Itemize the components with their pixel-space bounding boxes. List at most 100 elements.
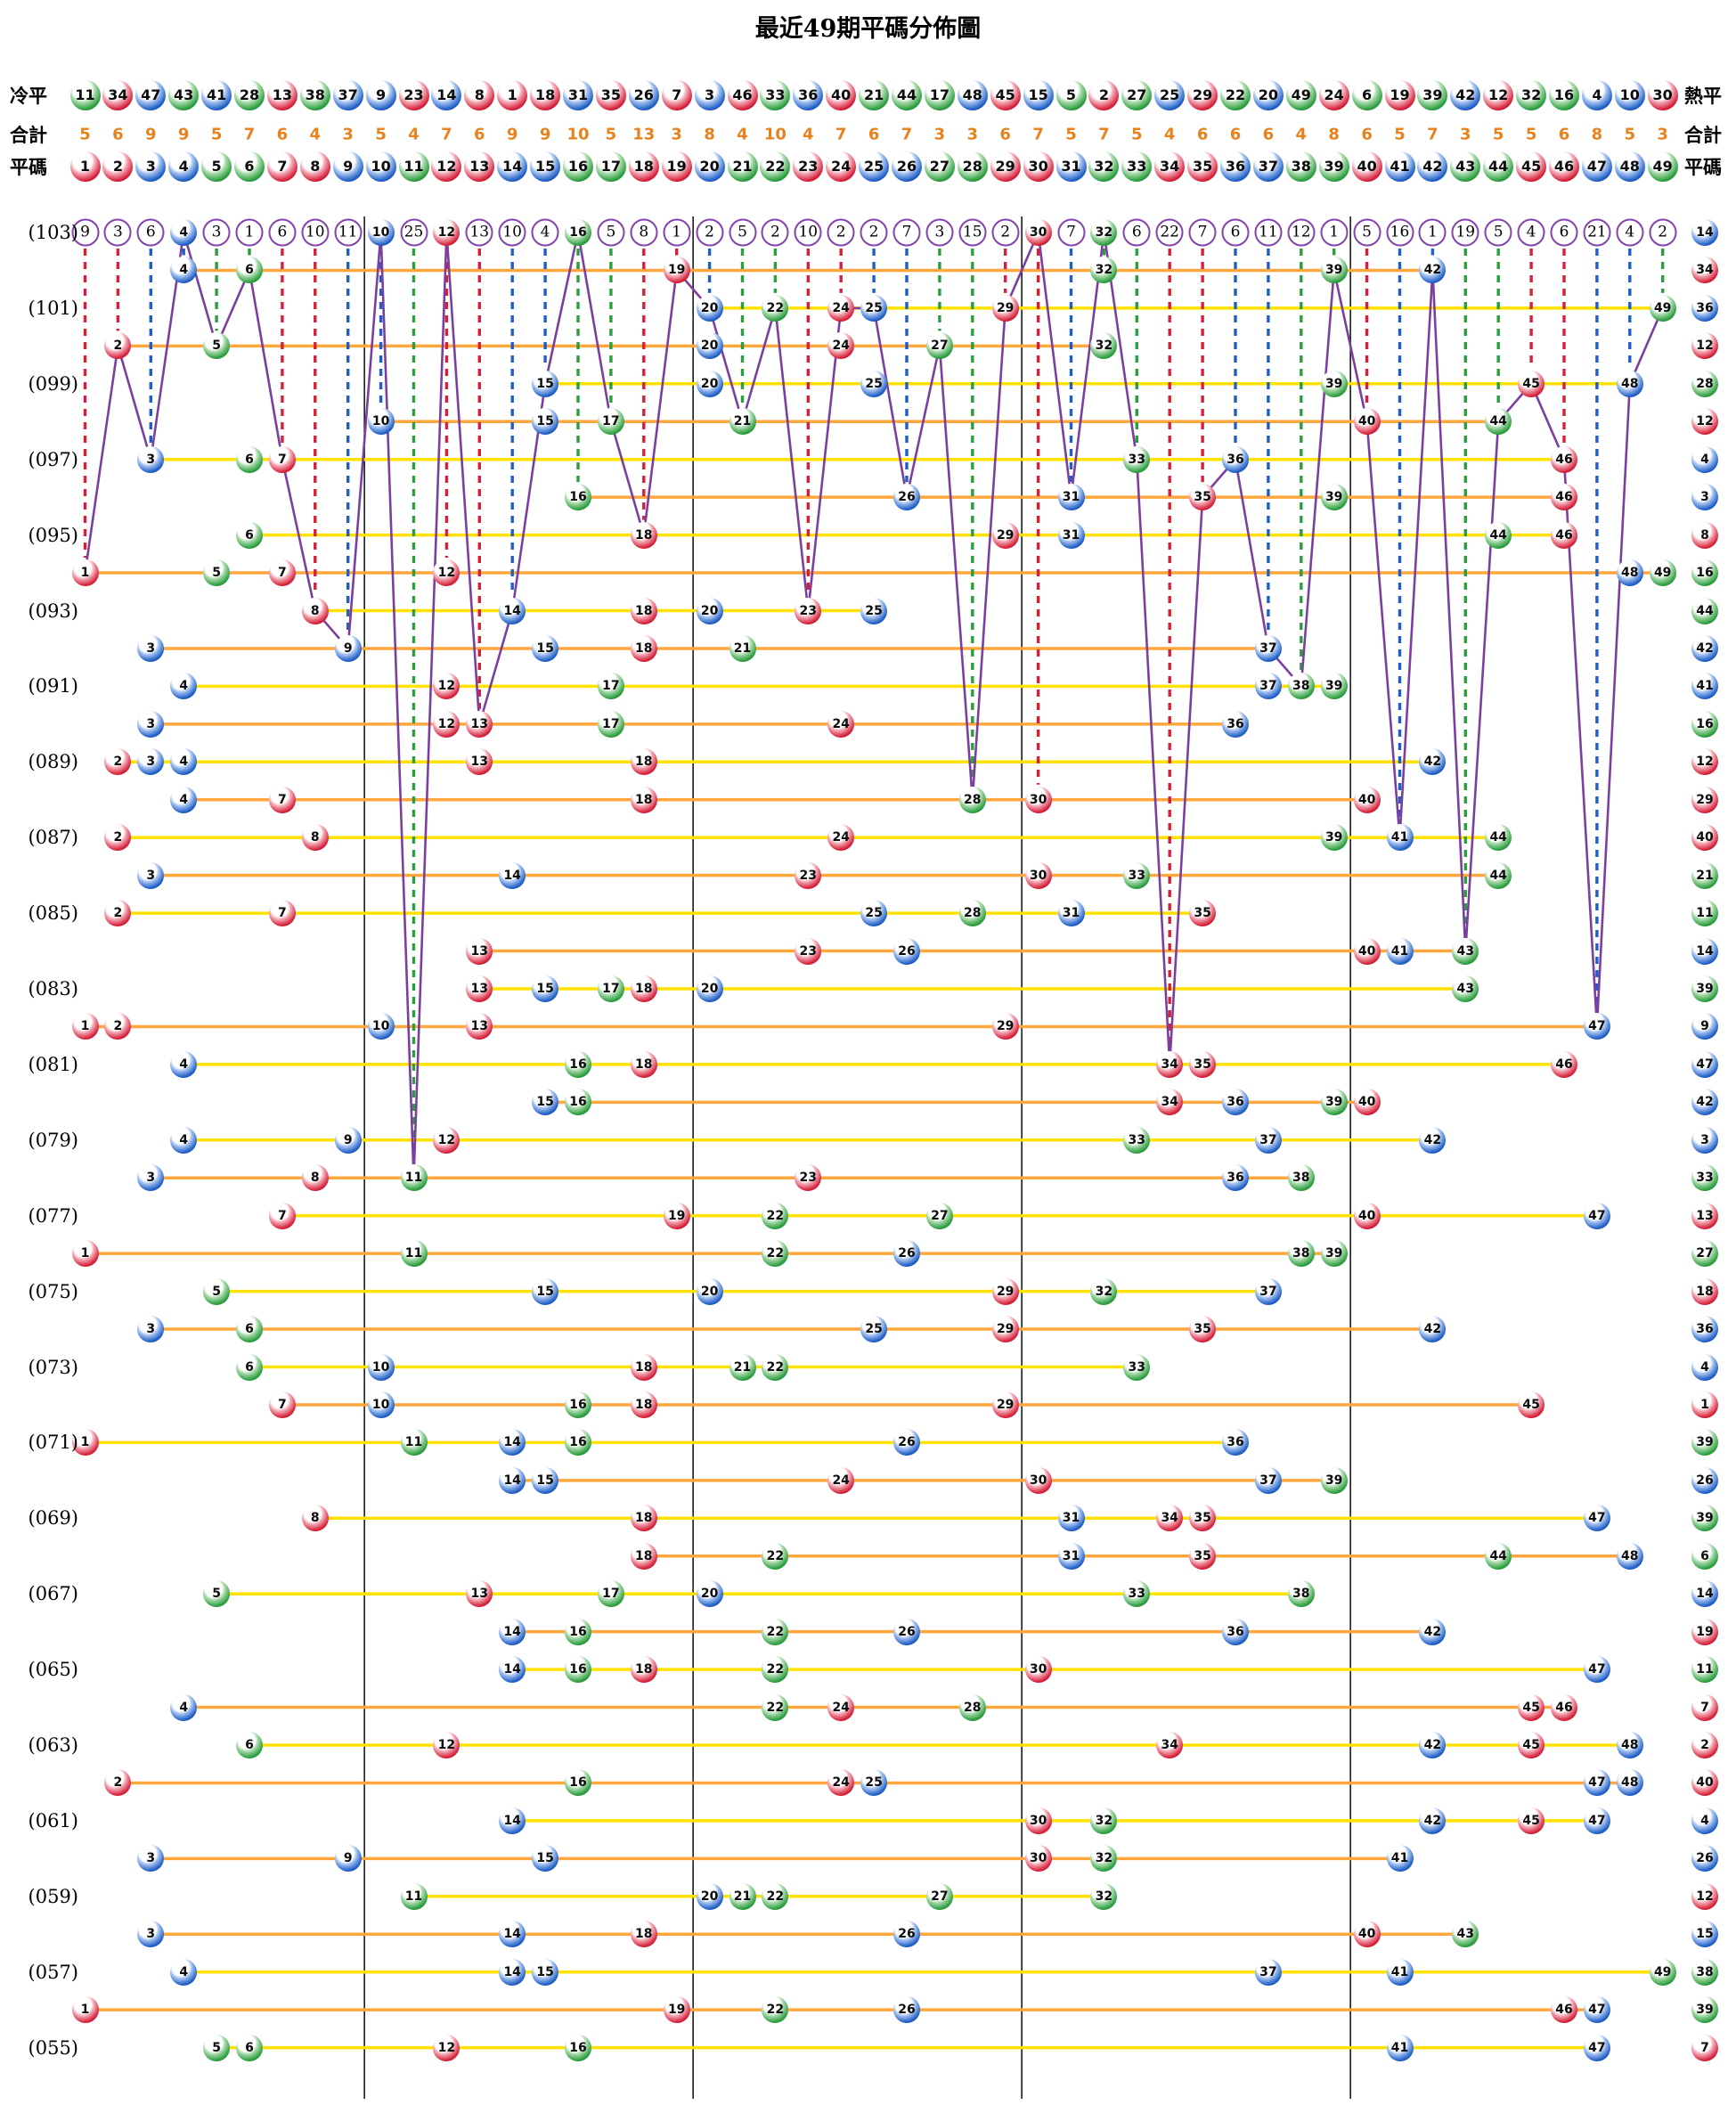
lottery-ball-8: 8 bbox=[1691, 521, 1718, 549]
lottery-ball-18: 18 bbox=[630, 1505, 657, 1532]
lottery-ball-20: 20 bbox=[696, 1882, 723, 1910]
lottery-ball-14: 14 bbox=[499, 1429, 526, 1456]
lottery-ball-22: 22 bbox=[1220, 80, 1251, 110]
column-total: 4 bbox=[309, 125, 322, 144]
lottery-ball-42: 42 bbox=[1419, 1316, 1447, 1343]
lottery-ball-26: 26 bbox=[893, 484, 920, 511]
lottery-ball-5: 5 bbox=[203, 332, 231, 360]
lottery-ball-17: 17 bbox=[597, 673, 624, 700]
lottery-ball-3: 3 bbox=[135, 151, 167, 182]
lottery-ball-37: 37 bbox=[332, 80, 363, 110]
column-total: 7 bbox=[441, 125, 452, 144]
lottery-ball-6: 6 bbox=[1691, 1542, 1718, 1570]
period-label: (083) bbox=[28, 978, 78, 999]
lottery-ball-20: 20 bbox=[696, 975, 723, 1002]
period-label: (091) bbox=[28, 675, 78, 698]
column-total: 8 bbox=[1591, 125, 1603, 144]
lottery-ball-12: 12 bbox=[433, 2034, 460, 2061]
lottery-ball-46: 46 bbox=[1551, 1050, 1577, 1078]
lottery-ball-7: 7 bbox=[268, 1202, 296, 1229]
lottery-ball-34: 34 bbox=[1154, 151, 1186, 182]
lottery-ball-2: 2 bbox=[1691, 1732, 1718, 1758]
period-label: (103) bbox=[28, 222, 78, 243]
lottery-ball-24: 24 bbox=[827, 824, 855, 852]
lottery-ball-30: 30 bbox=[1024, 1656, 1052, 1684]
lottery-ball-42: 42 bbox=[1419, 1126, 1447, 1154]
column-total: 6 bbox=[868, 125, 880, 144]
column-total: 3 bbox=[1657, 125, 1668, 144]
lottery-ball-45: 45 bbox=[990, 80, 1021, 110]
omission-count: 9 bbox=[71, 218, 99, 247]
period-label: (065) bbox=[28, 1659, 78, 1681]
lottery-ball-16: 16 bbox=[565, 1656, 591, 1684]
omission-count: 2 bbox=[860, 218, 888, 247]
lottery-ball-18: 18 bbox=[630, 1542, 657, 1570]
lottery-ball-37: 37 bbox=[1252, 151, 1284, 182]
omission-count: 1 bbox=[235, 218, 264, 247]
omission-count: 3 bbox=[202, 218, 231, 247]
lottery-ball-21: 21 bbox=[727, 151, 758, 182]
lottery-ball-7: 7 bbox=[1691, 1693, 1718, 1721]
hot-row-label: 熱平 bbox=[1684, 86, 1722, 107]
lottery-ball-10: 10 bbox=[1614, 80, 1645, 110]
column-total: 5 bbox=[79, 125, 91, 144]
lottery-ball-3: 3 bbox=[137, 1921, 165, 1948]
lottery-ball-48: 48 bbox=[957, 80, 988, 110]
lottery-ball-16: 16 bbox=[1549, 80, 1579, 110]
lottery-ball-39: 39 bbox=[1691, 1429, 1718, 1456]
lottery-ball-47: 47 bbox=[1691, 1050, 1718, 1078]
lottery-ball-17: 17 bbox=[597, 975, 624, 1002]
lottery-ball-42: 42 bbox=[1691, 1089, 1718, 1116]
omission-count: 5 bbox=[597, 218, 625, 247]
omission-count: 16 bbox=[1386, 218, 1414, 247]
omission-count: 7 bbox=[1188, 218, 1217, 247]
lottery-ball-17: 17 bbox=[597, 1580, 624, 1608]
period-label: (075) bbox=[28, 1280, 78, 1302]
lottery-ball-47: 47 bbox=[1583, 1013, 1610, 1040]
lottery-ball-8: 8 bbox=[299, 151, 330, 182]
lottery-ball-9: 9 bbox=[332, 151, 363, 182]
column-total: 5 bbox=[375, 125, 387, 144]
lottery-ball-18: 18 bbox=[630, 597, 657, 624]
column-total: 6 bbox=[1361, 125, 1373, 144]
omission-count: 1 bbox=[1320, 218, 1349, 247]
column-total: 9 bbox=[145, 125, 157, 144]
lottery-ball-1: 1 bbox=[1691, 1391, 1718, 1418]
lottery-ball-24: 24 bbox=[826, 151, 857, 182]
column-total: 7 bbox=[243, 125, 256, 144]
column-total: 8 bbox=[704, 125, 715, 144]
lottery-ball-4: 4 bbox=[170, 673, 198, 700]
omission-count: 25 bbox=[400, 218, 428, 247]
lottery-ball-1: 1 bbox=[71, 559, 99, 587]
lottery-ball-18: 18 bbox=[630, 1391, 657, 1418]
lottery-ball-37: 37 bbox=[1254, 673, 1282, 700]
total-row-label-right: 合計 bbox=[1684, 125, 1722, 146]
lottery-ball-15: 15 bbox=[532, 634, 559, 662]
lottery-ball-11: 11 bbox=[400, 1429, 428, 1456]
lottery-ball-7: 7 bbox=[661, 80, 692, 110]
lottery-ball-36: 36 bbox=[793, 80, 824, 110]
lottery-ball-16: 16 bbox=[565, 1429, 591, 1456]
lottery-ball-30: 30 bbox=[1024, 861, 1052, 889]
column-total: 3 bbox=[933, 125, 946, 144]
lottery-ball-36: 36 bbox=[1222, 1618, 1249, 1645]
column-total: 9 bbox=[539, 125, 551, 144]
lottery-ball-24: 24 bbox=[1318, 80, 1349, 110]
lottery-ball-2: 2 bbox=[104, 1013, 132, 1040]
lottery-ball-4: 4 bbox=[170, 748, 198, 776]
lottery-ball-38: 38 bbox=[1287, 1580, 1315, 1608]
omission-count: 10 bbox=[794, 218, 822, 247]
lottery-ball-46: 46 bbox=[1551, 1996, 1577, 2024]
lottery-ball-31: 31 bbox=[1057, 521, 1085, 549]
column-total: 9 bbox=[506, 125, 518, 144]
lottery-ball-16: 16 bbox=[565, 2034, 591, 2061]
column-total: 5 bbox=[1624, 125, 1636, 144]
lottery-ball-14: 14 bbox=[431, 80, 462, 110]
period-label: (067) bbox=[28, 1583, 78, 1605]
column-total: 6 bbox=[999, 125, 1011, 144]
lottery-ball-18: 18 bbox=[630, 1921, 657, 1948]
lottery-ball-31: 31 bbox=[1057, 900, 1085, 927]
omission-count: 6 bbox=[1221, 218, 1250, 247]
lottery-ball-44: 44 bbox=[1485, 521, 1512, 549]
lottery-ball-29: 29 bbox=[991, 1277, 1019, 1305]
